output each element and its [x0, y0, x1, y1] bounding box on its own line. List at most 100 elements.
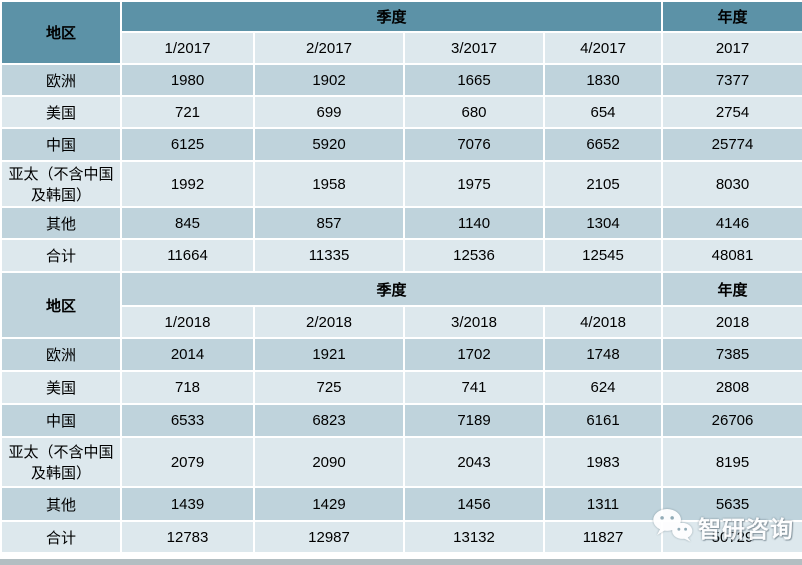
cell: 1975 — [403, 160, 545, 208]
column-header: 1/2018 — [120, 305, 255, 339]
table-row-usa-2017: 美国 721 699 680 654 2754 — [0, 95, 802, 129]
cell: 11827 — [542, 520, 664, 554]
cell: 1456 — [403, 486, 545, 522]
table-row-apac-2018: 亚太（不含中国及韩国） 2079 2090 2043 1983 8195 — [0, 436, 802, 488]
cell: 11335 — [253, 238, 405, 273]
row-label: 其他 — [0, 206, 122, 240]
cell: 7189 — [403, 403, 545, 438]
cell: 25774 — [661, 127, 802, 162]
column-header: 2017 — [661, 31, 802, 65]
row-label: 合计 — [0, 238, 122, 273]
cell: 6823 — [253, 403, 405, 438]
cell: 4146 — [661, 206, 802, 240]
cell: 11664 — [120, 238, 255, 273]
table-section-2017: 地区 季度 年度 1/2017 2/2017 3/2017 4/2017 201… — [0, 0, 802, 273]
cell: 8195 — [661, 436, 802, 488]
cell: 6161 — [542, 403, 664, 438]
row-label: 亚太（不含中国及韩国） — [0, 436, 122, 488]
table-row-europe-2018: 欧洲 2014 1921 1702 1748 7385 — [0, 337, 802, 372]
header-row-columns-2017: 1/2017 2/2017 3/2017 4/2017 2017 — [1, 31, 802, 65]
cell: 5635 — [661, 486, 802, 522]
cell: 680 — [403, 95, 545, 129]
corner-header-region: 地区 — [0, 271, 122, 339]
column-header: 3/2017 — [403, 31, 545, 65]
cell: 12536 — [403, 238, 545, 273]
column-header: 1/2017 — [120, 31, 255, 65]
cell: 7076 — [403, 127, 545, 162]
cell: 50729 — [661, 520, 802, 554]
table-row-total-2017: 合计 11664 11335 12536 12545 48081 — [0, 238, 802, 273]
cell: 1140 — [403, 206, 545, 240]
cell: 48081 — [661, 238, 802, 273]
cell: 1980 — [120, 63, 255, 97]
header-row-groups-2017: 地区 季度 年度 — [0, 0, 802, 65]
header-row-groups-2018: 地区 季度 年度 — [0, 271, 802, 339]
cell: 1830 — [542, 63, 664, 97]
column-header: 2/2018 — [253, 305, 405, 339]
table-row-china-2018: 中国 6533 6823 7189 6161 26706 — [0, 403, 802, 438]
cell: 1311 — [542, 486, 664, 522]
table-row-china-2017: 中国 6125 5920 7076 6652 25774 — [0, 127, 802, 162]
header-row-columns-2018: 1/2018 2/2018 3/2018 4/2018 2018 — [1, 305, 802, 339]
row-label: 美国 — [0, 370, 122, 405]
cell: 741 — [403, 370, 545, 405]
cell: 5920 — [253, 127, 405, 162]
cell: 12987 — [253, 520, 405, 554]
column-header: 4/2018 — [542, 305, 664, 339]
cell: 1921 — [253, 337, 405, 372]
cell: 6125 — [120, 127, 255, 162]
table-row-usa-2018: 美国 718 725 741 624 2808 — [0, 370, 802, 405]
column-header: 2/2017 — [253, 31, 405, 65]
cell: 624 — [542, 370, 664, 405]
table-section-2018: 地区 季度 年度 1/2018 2/2018 3/2018 4/2018 201… — [0, 271, 802, 554]
table-row-other-2017: 其他 845 857 1140 1304 4146 — [0, 206, 802, 240]
cell: 699 — [253, 95, 405, 129]
cell: 1702 — [403, 337, 545, 372]
cell: 718 — [120, 370, 255, 405]
cell: 654 — [542, 95, 664, 129]
cell: 6652 — [542, 127, 664, 162]
year-group-header: 年度 — [661, 271, 802, 307]
cell: 6533 — [120, 403, 255, 438]
cell: 1958 — [253, 160, 405, 208]
quarter-group-header: 季度 — [119, 0, 664, 33]
cell: 857 — [253, 206, 405, 240]
quarter-group-header: 季度 — [119, 271, 664, 307]
table-row-total-2018: 合计 12783 12987 13132 11827 50729 — [0, 520, 802, 554]
cell: 2090 — [253, 436, 405, 488]
year-group-header: 年度 — [661, 0, 802, 33]
cell: 2014 — [120, 337, 255, 372]
cell: 12783 — [120, 520, 255, 554]
row-label: 欧洲 — [0, 337, 122, 372]
table-row-other-2018: 其他 1439 1429 1456 1311 5635 — [0, 486, 802, 522]
column-header: 3/2018 — [403, 305, 545, 339]
cell: 1665 — [403, 63, 545, 97]
cell: 1992 — [120, 160, 255, 208]
cell: 1983 — [542, 436, 664, 488]
cell: 7385 — [661, 337, 802, 372]
cell: 2754 — [661, 95, 802, 129]
cell: 13132 — [403, 520, 545, 554]
row-label: 中国 — [0, 127, 122, 162]
cell: 1748 — [542, 337, 664, 372]
bottom-bar — [0, 559, 802, 565]
row-label: 欧洲 — [0, 63, 122, 97]
table-row-europe-2017: 欧洲 1980 1902 1665 1830 7377 — [0, 63, 802, 97]
cell: 2808 — [661, 370, 802, 405]
cell: 8030 — [661, 160, 802, 208]
cell: 26706 — [661, 403, 802, 438]
cell: 721 — [120, 95, 255, 129]
column-header: 2018 — [661, 305, 802, 339]
row-label: 其他 — [0, 486, 122, 522]
cell: 845 — [120, 206, 255, 240]
row-label: 合计 — [0, 520, 122, 554]
column-header: 4/2017 — [542, 31, 664, 65]
cell: 12545 — [542, 238, 664, 273]
cell: 1429 — [253, 486, 405, 522]
cell: 725 — [253, 370, 405, 405]
row-label: 美国 — [0, 95, 122, 129]
cell: 7377 — [661, 63, 802, 97]
cell: 1439 — [120, 486, 255, 522]
